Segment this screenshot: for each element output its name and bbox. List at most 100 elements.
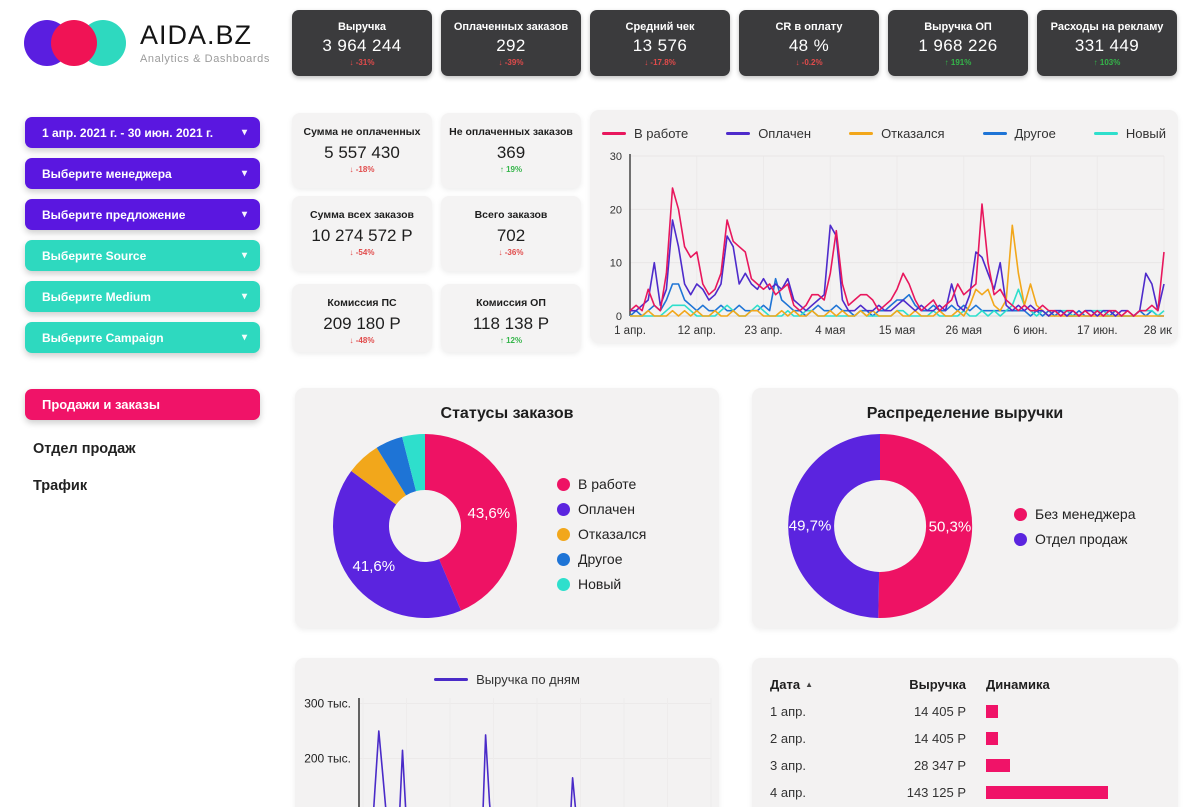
- legend-label: Другое: [578, 551, 623, 567]
- app-logo: AIDA.BZ Analytics & Dashboards: [24, 10, 270, 74]
- svg-text:26 мая: 26 мая: [945, 325, 982, 337]
- legend-label: Другое: [1014, 126, 1056, 141]
- svg-text:23 апр.: 23 апр.: [744, 325, 782, 337]
- table-cell-revenue: 143 125 Р: [906, 785, 966, 800]
- kpi-value: 13 576: [632, 36, 688, 55]
- filter-dropdown-label: Выберите Medium: [42, 289, 151, 304]
- filter-dropdown-6[interactable]: Выберите Campaign ▾: [25, 322, 260, 353]
- table-body: 1 апр. 14 405 Р 2 апр. 14 405 Р 3 апр. 28 347…: [770, 698, 1178, 806]
- svg-text:49,7%: 49,7%: [789, 517, 832, 534]
- legend-item-Другое[interactable]: Другое: [982, 126, 1056, 141]
- logo-circle-pink: [51, 20, 97, 66]
- svg-text:300 тыс.: 300 тыс.: [304, 697, 351, 711]
- legend-line-swatch: [602, 132, 627, 135]
- kpi-card-dark: Выручка ОП 1 968 226 ↑ 191%: [888, 10, 1028, 76]
- kpi-delta: ↑ 191%: [944, 58, 972, 67]
- chevron-down-icon: ▾: [241, 209, 247, 220]
- legend-item-В работе[interactable]: В работе: [602, 126, 688, 141]
- filter-dropdown-2[interactable]: Выберите менеджера ▾: [25, 158, 260, 189]
- table-cell-revenue: 14 405 Р: [913, 704, 966, 719]
- order-statuses-title: Статусы заказов: [440, 405, 574, 422]
- chevron-down-icon: ▾: [241, 291, 247, 302]
- filter-dropdown-label: Выберите менеджера: [42, 166, 172, 181]
- legend-label: Новый: [578, 576, 622, 592]
- order-statuses-panel: Статусы заказов 43,6% 41,6% В работе Оплач…: [295, 388, 719, 628]
- revenue-distribution-legend: Без менеджера Отдел продаж: [1014, 506, 1136, 547]
- kpi-delta: ↓ -48%: [349, 336, 375, 345]
- svg-text:20: 20: [610, 204, 622, 216]
- dynamics-bar: [986, 786, 1108, 799]
- kpi-value: 1 968 226: [918, 36, 998, 55]
- table-cell-dynamics: [970, 786, 1178, 799]
- sidebar-item-link[interactable]: Отдел продаж: [33, 441, 136, 457]
- svg-text:50,3%: 50,3%: [929, 519, 972, 536]
- legend-item-Оплачен[interactable]: Оплачен: [557, 501, 646, 517]
- dynamics-bar: [986, 759, 1010, 772]
- svg-text:41,6%: 41,6%: [353, 558, 396, 575]
- sidebar-filters: 1 апр. 2021 г. - 30 июн. 2021 г. ▾ Выберит…: [25, 117, 260, 353]
- legend-item-Другое[interactable]: Другое: [557, 551, 646, 567]
- legend-item-Отдел продаж[interactable]: Отдел продаж: [1014, 531, 1136, 547]
- svg-text:30: 30: [610, 151, 622, 163]
- table-header-date[interactable]: Дата ▲: [770, 677, 862, 692]
- kpi-label: Выручка: [337, 21, 387, 33]
- filter-dropdown-label: Выберите предложение: [42, 207, 186, 222]
- svg-text:28 июн.: 28 июн.: [1144, 325, 1172, 337]
- legend-item-Новый[interactable]: Новый: [1093, 126, 1166, 141]
- chevron-down-icon: ▾: [241, 127, 247, 138]
- legend-line-swatch: [982, 132, 1007, 135]
- kpi-card-dark: Оплаченных заказов 292 ↓ -39%: [441, 10, 581, 76]
- filter-dropdown-4[interactable]: Выберите Source ▾: [25, 240, 260, 271]
- svg-text:0: 0: [616, 311, 622, 323]
- kpi-label: Комиссия ОП: [476, 297, 546, 309]
- table-cell-revenue: 28 347 Р: [913, 758, 966, 773]
- legend-label: Отказался: [881, 126, 945, 141]
- table-row: 3 апр. 28 347 Р: [770, 752, 1178, 779]
- revenue-by-day-line-swatch: [434, 678, 469, 681]
- revenue-by-day-legend-item[interactable]: Выручка по дням: [434, 672, 580, 687]
- kpi-delta: ↑ 103%: [1093, 58, 1121, 67]
- table-header-row: Дата ▲ Выручка Динамика: [770, 671, 1178, 698]
- filter-dropdown-3[interactable]: Выберите предложение ▾: [25, 199, 260, 230]
- kpi-delta: ↓ -36%: [498, 248, 524, 257]
- filter-dropdown-1[interactable]: 1 апр. 2021 г. - 30 июн. 2021 г. ▾: [25, 117, 260, 148]
- legend-line-swatch: [726, 132, 751, 135]
- legend-dot: [557, 527, 570, 541]
- table-cell-date: 4 апр.: [770, 785, 806, 800]
- svg-text:43,6%: 43,6%: [468, 505, 511, 522]
- kpi-label: Сумма всех заказов: [310, 209, 414, 221]
- order-statuses-donut: 43,6% 41,6%: [333, 434, 518, 618]
- filter-dropdown-label: Выберите Campaign: [42, 330, 164, 345]
- legend-item-Оплачен[interactable]: Оплачен: [726, 126, 811, 141]
- kpi-card-light: Всего заказов 702 ↓ -36%: [441, 196, 581, 271]
- kpi-label: Выручка ОП: [924, 21, 992, 33]
- filter-dropdown-5[interactable]: Выберите Medium ▾: [25, 281, 260, 312]
- sidebar-item-active[interactable]: Продажи и заказы: [25, 389, 260, 420]
- filter-dropdown-label: 1 апр. 2021 г. - 30 июн. 2021 г.: [42, 125, 214, 140]
- kpi-card-dark: Средний чек 13 576 ↓ -17.8%: [590, 10, 730, 76]
- legend-item-Отказался[interactable]: Отказался: [849, 126, 945, 141]
- kpi-label: Не оплаченных заказов: [449, 126, 573, 138]
- legend-item-В работе[interactable]: В работе: [557, 476, 646, 492]
- legend-label: Новый: [1125, 126, 1166, 141]
- svg-text:17 июн.: 17 июн.: [1077, 325, 1118, 337]
- legend-label: Без менеджера: [1035, 506, 1136, 522]
- legend-item-Без менеджера[interactable]: Без менеджера: [1014, 506, 1136, 522]
- dynamics-bar: [986, 732, 998, 745]
- legend-label: Оплачен: [578, 501, 635, 517]
- legend-item-Новый[interactable]: Новый: [557, 576, 646, 592]
- kpi-delta: ↓ -17.8%: [644, 58, 676, 67]
- svg-text:12 апр.: 12 апр.: [678, 325, 716, 337]
- legend-line-swatch: [1093, 132, 1118, 135]
- svg-text:4 мая: 4 мая: [815, 325, 845, 337]
- table-cell-dynamics: [970, 705, 1178, 718]
- kpi-delta: ↑ 12%: [499, 336, 523, 345]
- sidebar-item-link[interactable]: Трафик: [33, 478, 88, 494]
- legend-dot: [1014, 507, 1027, 521]
- legend-item-Отказался[interactable]: Отказался: [557, 526, 646, 542]
- kpi-label: Расходы на рекламу: [1050, 21, 1164, 33]
- legend-label: Отдел продаж: [1035, 531, 1128, 547]
- legend-dot: [557, 552, 570, 566]
- order-statuses-legend: В работе Оплачен Отказался Другое Новый: [557, 476, 646, 592]
